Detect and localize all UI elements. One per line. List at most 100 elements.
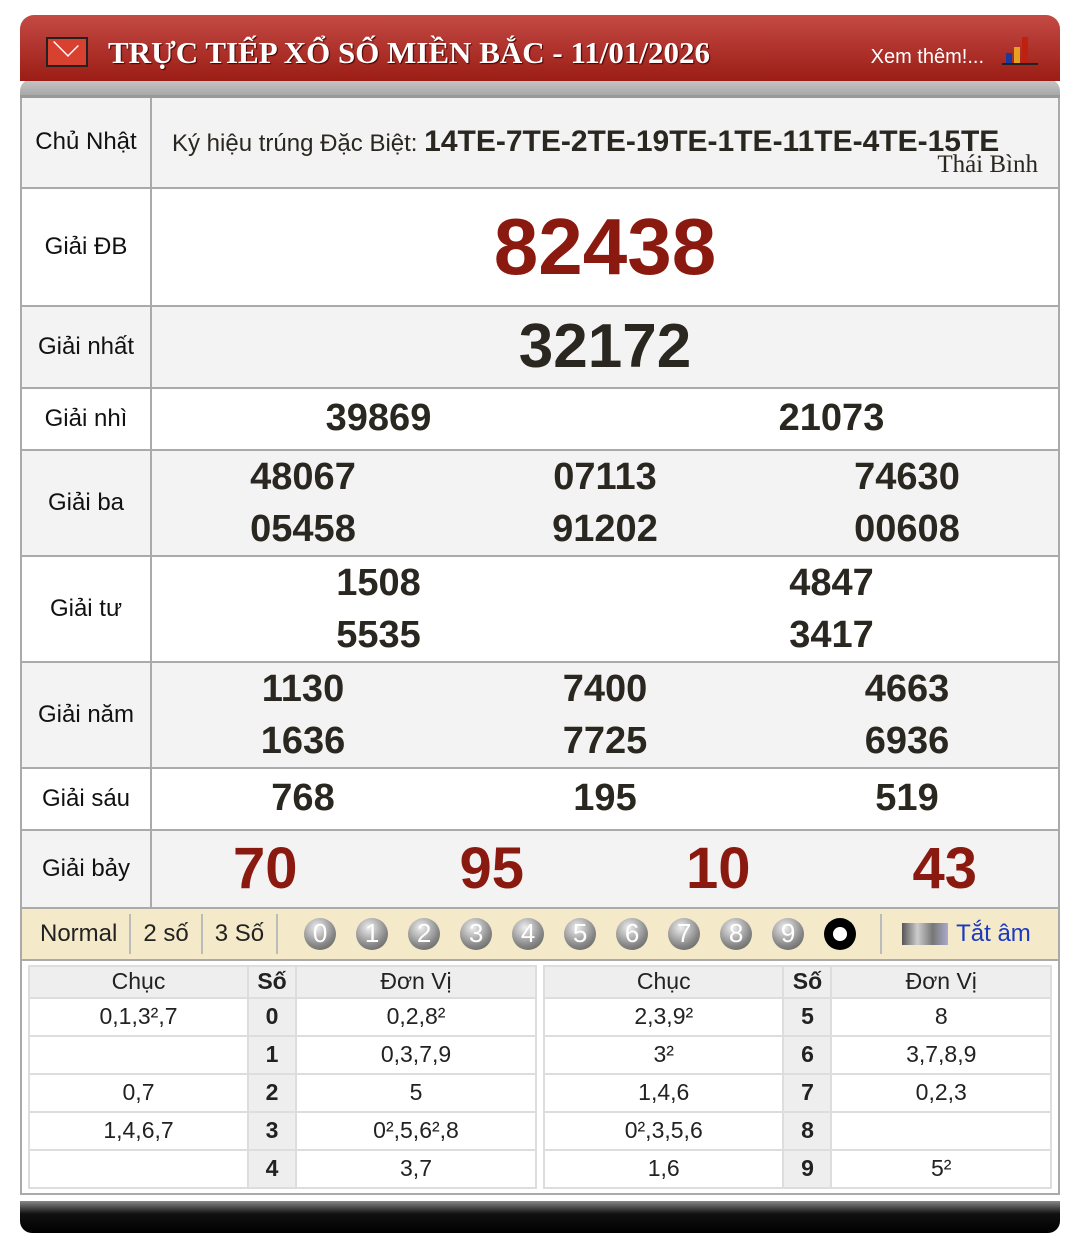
prize-number: 768: [271, 777, 335, 819]
loto-header: Chục Số Đơn Vị: [542, 964, 1052, 999]
prize-number: 3417: [789, 613, 874, 656]
digit-ball-6[interactable]: 6: [616, 917, 649, 950]
prize-number: 39869: [325, 397, 432, 439]
loto-donvi: 0,2,3: [830, 1072, 1052, 1113]
loto-table-right: Chục Số Đơn Vị 2,3,9² 5 8 3² 6 3,7,8,9 1,4,6 7 0,2,…: [542, 964, 1052, 1189]
prize-row-2: Giải nhì 39869 21073: [20, 386, 1060, 451]
prize-number: 1130: [261, 667, 345, 710]
prize-row-6: Giải sáu 768 195 519: [20, 766, 1060, 831]
loto-donvi: 5: [295, 1072, 537, 1113]
digit-ball-5[interactable]: 5: [564, 917, 597, 950]
digit-ball-1[interactable]: 1: [356, 917, 389, 950]
loto-row: 1 0,3,7,9: [27, 1034, 537, 1075]
loto-col-header: Chục: [27, 964, 250, 999]
mute-link[interactable]: Tắt âm: [956, 919, 1031, 947]
loto-row: 1,4,6 7 0,2,3: [542, 1072, 1052, 1113]
prize-label: Giải nhì: [20, 386, 152, 451]
header: TRỰC TIẾP XỔ SỐ MIỀN BẮC - 11/01/2026 Xe…: [20, 15, 1060, 81]
loto-donvi: 5²: [830, 1148, 1052, 1189]
loto-chuc: [27, 1148, 250, 1189]
prize-number: 7400: [562, 667, 648, 710]
bar-chart-icon[interactable]: [1002, 37, 1038, 65]
mail-icon: [46, 37, 88, 67]
loto-chuc: 0,7: [27, 1072, 250, 1113]
loto-row: 0²,3,5,6 8: [542, 1110, 1052, 1151]
digit-ball-4[interactable]: 4: [512, 917, 545, 950]
prize-number: 7725: [562, 719, 648, 762]
loto-col-header: Đơn Vị: [295, 964, 537, 999]
prize-number: 21073: [778, 397, 885, 439]
option-normal[interactable]: Normal: [22, 913, 132, 954]
yin-yang-icon[interactable]: [824, 917, 857, 950]
loto-so: 3: [247, 1110, 298, 1151]
prize-number: 91202: [552, 507, 658, 550]
see-more-link[interactable]: Xem thêm!...: [870, 46, 984, 68]
digit-ball-8[interactable]: 8: [720, 917, 753, 950]
prize-row-1: Giải nhất 32172: [20, 304, 1060, 389]
loto-col-header: Số: [247, 964, 298, 999]
prize-label: Giải nhất: [20, 304, 152, 389]
prize-label: Giải bảy: [20, 828, 152, 909]
prize-number: 6936: [864, 719, 950, 762]
loto-donvi: 8: [830, 996, 1052, 1037]
loto-col-header: Chục: [542, 964, 785, 999]
prize-number: 07113: [553, 455, 657, 498]
loto-chuc: 1,6: [542, 1148, 785, 1189]
loto-donvi: [830, 1110, 1052, 1151]
loto-row: 2,3,9² 5 8: [542, 996, 1052, 1037]
prize-number: 00608: [854, 507, 960, 550]
prize-row-db: Giải ĐB 82438: [20, 186, 1060, 307]
prize-number: 4663: [864, 667, 950, 710]
loto-so: 1: [247, 1034, 298, 1075]
prize-number: 5535: [336, 613, 421, 656]
digit-ball-2[interactable]: 2: [408, 917, 441, 950]
prize-label: Giải năm: [20, 660, 152, 769]
loto-row: 0,7 2 5: [27, 1072, 537, 1113]
digit-ball-9[interactable]: 9: [772, 917, 805, 950]
results-widget: TRỰC TIẾP XỔ SỐ MIỀN BẮC - 11/01/2026 Xe…: [20, 15, 1060, 1233]
prize-number: 10: [685, 836, 751, 901]
option-2-so[interactable]: 2 số: [131, 913, 203, 954]
option-3-so[interactable]: 3 Số: [203, 913, 279, 954]
sound-icon: [902, 922, 949, 945]
footer-bar: [20, 1200, 1060, 1233]
loto-row: 1,6 9 5²: [542, 1148, 1052, 1189]
loto-donvi: 0,3,7,9: [295, 1034, 537, 1075]
loto-so: 4: [247, 1148, 298, 1189]
results-table: Chủ Nhật Ký hiệu trúng Đặc Biệt: 14TE-7T…: [20, 95, 1060, 909]
symbol-codes: 14TE-7TE-2TE-19TE-1TE-11TE-4TE-15TE: [424, 125, 1000, 159]
prize-number: 195: [573, 777, 637, 819]
prize-row-3: Giải ba 48067 07113 74630 05458 91202 00608: [20, 448, 1060, 557]
loto-donvi: 0,2,8²: [295, 996, 537, 1037]
loto-chuc: 1,4,6,7: [27, 1110, 250, 1151]
digit-ball-7[interactable]: 7: [668, 917, 701, 950]
prize-number: 74630: [854, 455, 960, 498]
digit-ball-0[interactable]: 0: [304, 917, 337, 950]
prize-label: Giải sáu: [20, 766, 152, 831]
symbol-label: Ký hiệu trúng Đặc Biệt:: [172, 130, 418, 158]
prize-number: 05458: [250, 507, 356, 550]
loto-so: 0: [247, 996, 298, 1037]
prize-number: 70: [232, 836, 298, 901]
loto-chuc: 1,4,6: [542, 1072, 785, 1113]
loto-chuc: 0²,3,5,6: [542, 1110, 785, 1151]
loto-chuc: [27, 1034, 250, 1075]
loto-row: 0,1,3²,7 0 0,2,8²: [27, 996, 537, 1037]
loto-donvi: 3,7: [295, 1148, 537, 1189]
prize-number: 1508: [336, 561, 421, 604]
loto-donvi: 3,7,8,9: [830, 1034, 1052, 1075]
header-strip: [20, 79, 1060, 95]
loto-header: Chục Số Đơn Vị: [27, 964, 537, 999]
loto-so: 6: [782, 1034, 833, 1075]
prize-number: 32172: [518, 312, 692, 381]
prize-row-7: Giải bảy 70 95 10 43: [20, 828, 1060, 909]
prize-number: 82438: [493, 201, 717, 291]
loto-chuc: 3²: [542, 1034, 785, 1075]
prize-number: 1636: [260, 719, 346, 762]
loto-row: 1,4,6,7 3 0²,5,6²,8: [27, 1110, 537, 1151]
page-title: TRỰC TIẾP XỔ SỐ MIỀN BẮC - 11/01/2026: [108, 35, 710, 70]
loto-col-header: Số: [782, 964, 833, 999]
prize-number: 519: [875, 777, 939, 819]
digit-ball-3[interactable]: 3: [460, 917, 493, 950]
loto-so: 9: [782, 1148, 833, 1189]
